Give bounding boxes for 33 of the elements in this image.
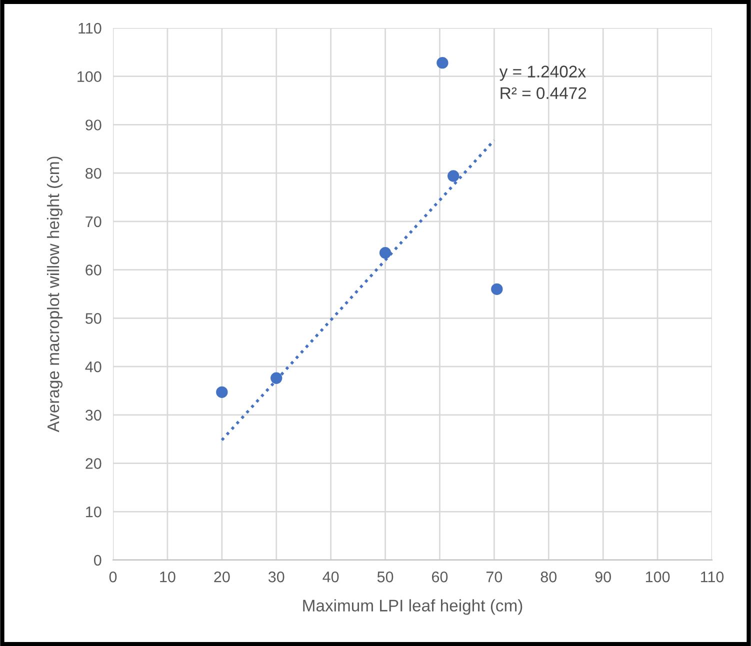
x-axis-title: Maximum LPI leaf height (cm) [303,599,522,615]
annotation: y = 1.2402x R² = 0.4472 [499,66,586,100]
point [447,170,460,182]
y-tick-label: 60 [86,264,102,276]
point [379,247,392,259]
x-tick-label: 60 [432,572,448,582]
y-tick-label: 110 [78,22,102,34]
y-tick-label: 50 [86,313,102,324]
y-tick-label: 40 [85,361,102,372]
y-tick-label: 100 [78,71,102,82]
point [436,56,448,69]
x-tick-label: 30 [268,572,284,582]
x-tick-label: 90 [595,572,611,582]
x-tick-label: 100 [646,572,670,582]
point [491,283,503,296]
point [270,372,282,384]
y-tick-label: 0 [94,554,102,566]
y-tick-label: 20 [86,458,102,469]
point [216,386,228,398]
y-tick-label: 90 [86,120,102,130]
x-tick-label: 20 [214,572,230,582]
x-tick-label: 50 [377,572,394,582]
y-tick-label: 30 [85,410,102,421]
x-tick-label: 70 [486,572,502,582]
y-tick-label: 10 [86,506,102,518]
x-tick-label: 110 [700,572,724,582]
y-axis-title: Average macroplot willow height (cm) [46,156,63,432]
x-tick-label: 80 [540,572,557,582]
x-tick-label: 10 [160,572,176,582]
x-tick-label: 40 [322,572,339,582]
y-tick-label: 70 [86,216,102,228]
y-tick-label: 80 [86,168,102,179]
x-tick-label: 0 [109,572,117,582]
